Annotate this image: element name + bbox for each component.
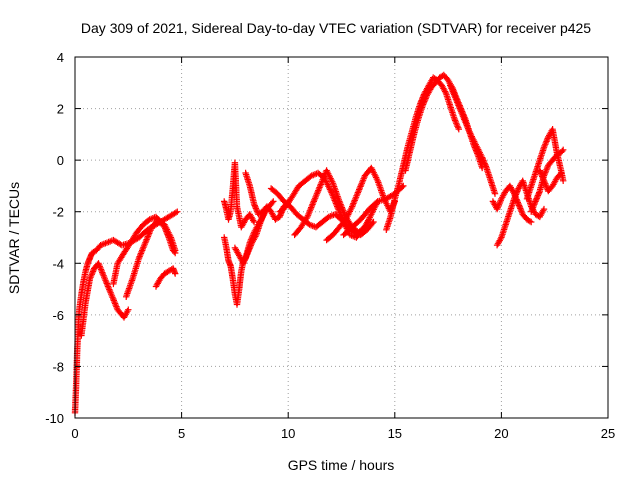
y-tick-label: -6 — [52, 308, 64, 323]
y-tick-label: -10 — [45, 411, 64, 426]
series-sat-b — [78, 260, 132, 339]
y-tick-label: 0 — [57, 153, 64, 168]
series-markers — [489, 182, 535, 226]
y-tick-label: -4 — [52, 256, 64, 271]
chart-title: Day 309 of 2021, Sidereal Day-to-day VTE… — [81, 20, 591, 36]
series-markers — [152, 265, 179, 290]
axis-ticks: 0 5 10 15 20 25 -10 -8 -6 -4 -2 0 2 4 — [45, 50, 615, 441]
series-markers — [291, 167, 381, 239]
series-markers — [523, 126, 567, 202]
y-tick-label: 2 — [57, 102, 64, 117]
series-sat-q — [447, 82, 499, 197]
y-tick-label: -2 — [52, 205, 64, 220]
series-sat-v — [536, 167, 565, 195]
series-markers — [447, 82, 499, 197]
x-tick-label: 10 — [281, 426, 295, 441]
y-tick-label: -8 — [52, 359, 64, 374]
series-markers — [383, 74, 462, 233]
series-sat-f — [221, 159, 258, 231]
series-sat-m — [323, 164, 398, 244]
series-markers — [123, 216, 179, 300]
y-axis-label: SDTVAR / TECUs — [6, 182, 22, 294]
series-sat-d — [123, 216, 179, 300]
x-tick-label: 20 — [494, 426, 508, 441]
series-sat-l — [291, 167, 381, 239]
series-sat-e — [152, 265, 179, 290]
grid-lines — [75, 57, 608, 418]
x-tick-label: 15 — [388, 426, 402, 441]
series-markers — [221, 159, 258, 231]
series-markers — [78, 260, 132, 339]
x-tick-label: 0 — [71, 426, 78, 441]
series-sat-o — [383, 74, 462, 233]
data-series — [71, 71, 567, 416]
series-sat-u — [523, 126, 567, 202]
series-markers — [536, 167, 565, 195]
y-tick-label: 4 — [57, 50, 64, 65]
plot-frame — [74, 56, 609, 419]
series-sat-s — [489, 182, 535, 226]
x-tick-label: 25 — [601, 426, 615, 441]
x-axis-label: GPS time / hours — [288, 457, 395, 473]
x-tick-label: 5 — [178, 426, 185, 441]
series-markers — [323, 164, 398, 244]
